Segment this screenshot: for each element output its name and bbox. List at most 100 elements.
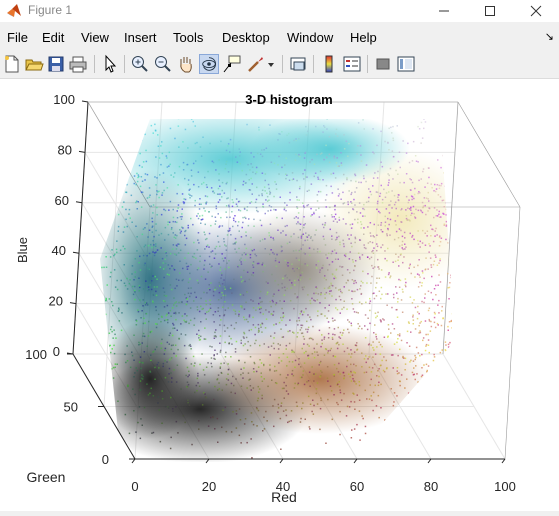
point-speck xyxy=(247,224,250,227)
point-speck xyxy=(351,374,354,376)
zoom-out-icon[interactable] xyxy=(153,54,173,74)
point-speck xyxy=(302,335,305,338)
point-speck xyxy=(400,253,402,255)
brush-dropdown-icon[interactable] xyxy=(265,54,277,74)
dock-arrow-icon[interactable]: ↘ xyxy=(544,31,554,43)
point-speck xyxy=(268,199,270,201)
menu-view[interactable]: View xyxy=(81,30,109,45)
point-speck xyxy=(357,252,360,254)
point-speck xyxy=(372,151,374,153)
show-plot-tools-icon[interactable] xyxy=(396,54,416,74)
point-speck xyxy=(477,436,479,438)
point-speck xyxy=(423,418,425,421)
histogram-plot[interactable]: 3-D histogram Blue Green Red 0 20 40 60 80 10… xyxy=(0,79,559,511)
point-speck xyxy=(158,409,160,411)
point-speck xyxy=(342,239,344,242)
insert-colorbar-icon[interactable] xyxy=(319,54,339,74)
point-speck xyxy=(214,223,216,225)
point-speck xyxy=(134,258,137,260)
zoom-in-icon[interactable] xyxy=(130,54,150,74)
point-speck xyxy=(400,411,403,414)
point-speck xyxy=(437,324,439,326)
point-speck xyxy=(200,335,202,338)
point-speck xyxy=(353,363,355,366)
point-speck xyxy=(144,179,146,181)
menu-file[interactable]: File xyxy=(7,30,28,45)
point-speck xyxy=(383,188,385,191)
point-speck xyxy=(373,363,376,366)
point-speck xyxy=(188,374,190,376)
point-speck xyxy=(330,347,332,350)
point-speck xyxy=(353,311,356,313)
point-speck xyxy=(384,276,387,278)
point-speck xyxy=(144,133,146,136)
point-speck xyxy=(261,323,264,325)
point-speck xyxy=(397,301,399,303)
menu-insert[interactable]: Insert xyxy=(124,30,157,45)
data-cursor-icon[interactable] xyxy=(222,54,242,74)
close-button[interactable] xyxy=(513,0,559,22)
menu-help[interactable]: Help xyxy=(350,30,377,45)
point-speck xyxy=(101,319,103,322)
new-figure-icon[interactable] xyxy=(2,54,22,74)
point-speck xyxy=(173,327,176,329)
maximize-button[interactable] xyxy=(467,0,513,22)
menu-tools[interactable]: Tools xyxy=(173,30,204,45)
point-speck xyxy=(248,179,250,181)
point-speck xyxy=(124,413,127,416)
point-speck xyxy=(323,287,326,290)
point-speck xyxy=(277,283,280,286)
point-speck xyxy=(411,198,413,201)
save-figure-icon[interactable] xyxy=(46,54,66,74)
point-speck xyxy=(462,442,464,444)
point-speck xyxy=(263,378,265,380)
point-speck xyxy=(257,331,260,333)
point-speck xyxy=(252,316,254,319)
point-speck xyxy=(416,373,418,375)
hide-plot-tools-icon[interactable] xyxy=(373,54,393,74)
link-plot-icon[interactable] xyxy=(288,54,308,74)
menu-edit[interactable]: Edit xyxy=(42,30,65,45)
point-speck xyxy=(466,364,468,366)
point-speck xyxy=(200,203,202,205)
point-speck xyxy=(113,329,115,331)
toolbar-separator xyxy=(124,55,125,73)
pan-hand-icon[interactable] xyxy=(176,54,196,74)
brush-icon[interactable] xyxy=(245,54,265,74)
print-figure-icon[interactable] xyxy=(68,54,88,74)
point-speck xyxy=(478,234,480,236)
rotate-3d-icon[interactable] xyxy=(199,54,219,74)
point-speck xyxy=(261,149,263,151)
edit-plot-arrow-icon[interactable] xyxy=(100,54,120,74)
point-speck xyxy=(238,209,240,211)
point-speck xyxy=(242,279,244,282)
point-speck xyxy=(142,254,145,257)
menu-desktop[interactable]: Desktop xyxy=(222,30,270,45)
point-speck xyxy=(244,361,246,364)
menu-window[interactable]: Window xyxy=(287,30,334,45)
point-speck xyxy=(167,321,169,324)
point-speck xyxy=(239,162,241,165)
point-speck xyxy=(316,153,318,156)
point-speck xyxy=(106,284,108,286)
point-speck xyxy=(235,156,237,158)
point-speck xyxy=(194,362,196,364)
figure-canvas[interactable]: 3-D histogram Blue Green Red 0 20 40 60 80 10… xyxy=(0,79,559,511)
point-speck xyxy=(170,372,172,374)
minimize-button[interactable] xyxy=(421,0,467,22)
point-speck xyxy=(323,336,326,338)
point-speck xyxy=(412,360,415,362)
insert-legend-icon[interactable] xyxy=(342,54,362,74)
point-speck xyxy=(123,136,125,139)
point-speck xyxy=(300,417,302,420)
point-speck xyxy=(156,206,158,209)
point-speck xyxy=(257,210,259,213)
point-speck xyxy=(161,422,163,424)
open-file-icon[interactable] xyxy=(24,54,44,74)
point-speck xyxy=(298,187,301,190)
point-speck xyxy=(388,272,390,274)
point-speck xyxy=(430,325,433,328)
point-speck xyxy=(281,336,284,338)
point-speck xyxy=(438,236,441,239)
point-speck xyxy=(364,389,366,392)
